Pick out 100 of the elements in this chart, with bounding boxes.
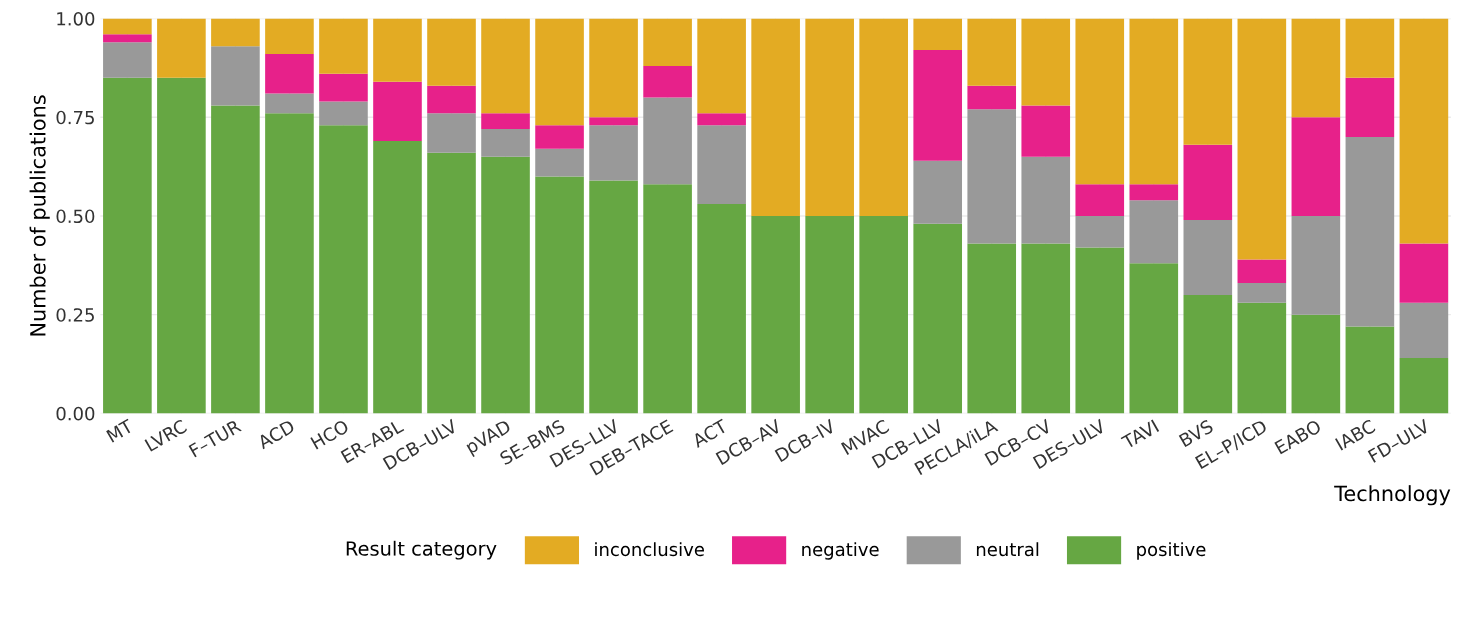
bar [103, 42, 152, 78]
bar [265, 18, 314, 55]
bar [589, 117, 638, 126]
bar [1345, 136, 1395, 327]
legend-label: inconclusive [595, 542, 704, 557]
bar [913, 223, 963, 414]
bar [1075, 247, 1125, 414]
bar [103, 34, 152, 43]
bar [1237, 259, 1287, 284]
bar [1399, 18, 1449, 244]
bar [805, 215, 854, 414]
bar [751, 18, 800, 216]
y-tick-label: 1.00 [57, 11, 95, 26]
bar [697, 125, 746, 205]
bar [643, 97, 692, 185]
bar [211, 18, 260, 47]
bar [1021, 156, 1071, 244]
bar [427, 85, 476, 114]
bar [1021, 18, 1071, 106]
bar [1183, 294, 1233, 414]
bar [481, 18, 530, 114]
bar [1129, 200, 1179, 264]
bar [1237, 18, 1287, 260]
legend-label: positive [1137, 542, 1206, 560]
bar [967, 109, 1017, 244]
bar [643, 65, 692, 98]
bar [535, 125, 584, 149]
bar [319, 73, 368, 102]
y-tick-label: 0.50 [56, 209, 95, 224]
bar [211, 46, 260, 106]
bar [535, 148, 584, 177]
bar [1075, 215, 1125, 248]
bar [265, 54, 314, 94]
bar [373, 140, 422, 414]
bar [481, 113, 530, 130]
bar [1129, 18, 1179, 185]
bar [535, 18, 584, 126]
bar [1345, 18, 1395, 78]
bar [373, 81, 422, 141]
bar [859, 215, 908, 414]
bar [697, 18, 746, 114]
bar [967, 243, 1017, 414]
bar [427, 152, 476, 414]
bar [1237, 283, 1287, 303]
bar [103, 18, 152, 35]
bar [1399, 358, 1449, 414]
bar [157, 18, 206, 78]
bar [643, 18, 692, 66]
legend-title: Result category [346, 540, 497, 560]
bar [427, 113, 476, 153]
bar [1183, 18, 1233, 145]
bar [1021, 243, 1071, 414]
bar [1399, 302, 1449, 359]
bar [589, 125, 638, 181]
bar [967, 18, 1017, 86]
bar [697, 204, 746, 414]
bar [1291, 18, 1341, 118]
bar [157, 77, 206, 414]
y-tick-label: 0.00 [56, 406, 95, 421]
bar [1345, 77, 1395, 137]
x-axis-title: Technology [1334, 485, 1451, 506]
bar [1075, 184, 1125, 216]
bar [265, 113, 314, 414]
bar [589, 18, 638, 118]
bar [481, 156, 530, 414]
bar [697, 113, 746, 126]
bar [967, 85, 1017, 110]
y-tick-label: 0.25 [56, 308, 94, 322]
bar [1129, 263, 1179, 414]
legend-label: neutral [976, 542, 1039, 557]
bar [589, 180, 638, 414]
bar [1291, 117, 1341, 216]
bar [1183, 144, 1233, 220]
bar [913, 18, 963, 51]
bar [319, 101, 368, 126]
legend-label: negative [802, 542, 879, 560]
bar [1399, 243, 1449, 303]
bar [1183, 219, 1233, 295]
x-tick-label: ACD [256, 419, 296, 450]
bar [913, 50, 963, 161]
bar [1021, 105, 1071, 157]
bar [751, 215, 800, 414]
y-tick-label: 0.75 [56, 110, 94, 125]
bar [805, 18, 854, 216]
bar [859, 18, 908, 216]
bar [913, 160, 963, 224]
bar [1129, 184, 1179, 201]
bar [1075, 18, 1125, 185]
bar [265, 93, 314, 114]
bar [643, 184, 692, 414]
y-axis-title: Number of publications [29, 95, 50, 336]
bar [1345, 326, 1395, 414]
x-tick-label: TAVI [1120, 419, 1160, 450]
bar [1291, 314, 1341, 414]
bar [535, 176, 584, 414]
x-tick-label: MT [106, 418, 135, 443]
bar [211, 105, 260, 414]
bar [319, 125, 368, 414]
bar [481, 129, 530, 157]
bar [103, 77, 152, 414]
